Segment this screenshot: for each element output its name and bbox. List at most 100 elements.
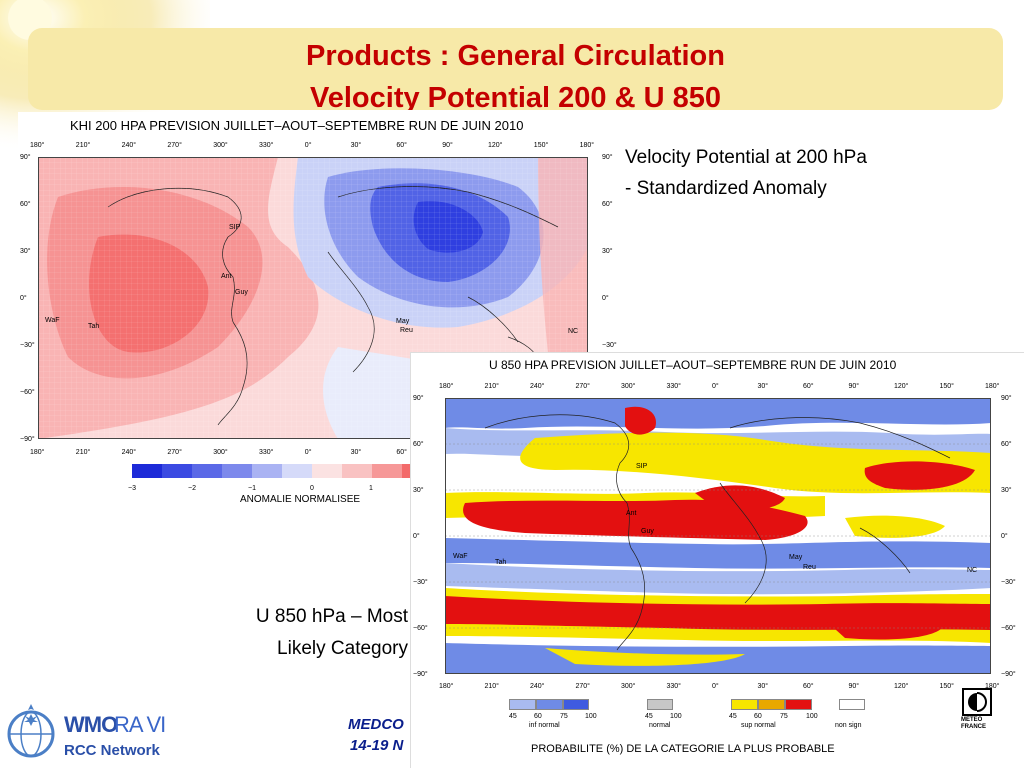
lon-tick-label: 270° xyxy=(167,449,182,456)
lat-tick-label: −30° xyxy=(20,342,35,349)
lat-tick-label: 0° xyxy=(413,533,420,540)
legend-tick: 60 xyxy=(534,713,542,720)
lon-tick-label: 180° xyxy=(439,383,454,390)
lon-tick-label: 270° xyxy=(167,142,182,149)
lon-tick-label: 180° xyxy=(985,383,1000,390)
lat-tick-label: −60° xyxy=(1001,625,1016,632)
station-label-reu: Reu xyxy=(803,564,816,571)
velocity-potential-panel: KHI 200 HPA PREVISION JUILLET–AOUT–SEPTE… xyxy=(18,112,618,507)
lat-tick-label: −30° xyxy=(602,342,617,349)
lon-tick-label: 240° xyxy=(121,449,137,456)
meteo-france-line2: FRANCE xyxy=(961,724,986,730)
meteo-france-logo: METEO FRANCE xyxy=(961,687,993,733)
map2-lon-ticks-top: 180° 210° 240° 270° 300° 330° 0° 30° 60° 90° 120° 1… xyxy=(411,383,1024,393)
vp-caption-line1: Velocity Potential at 200 hPa xyxy=(625,147,867,168)
legend-tick: 45 xyxy=(729,713,737,720)
lon-tick-label: 30° xyxy=(757,383,769,390)
station-label-nc: NC xyxy=(568,328,579,335)
legend-label-non-sign: non sign xyxy=(835,722,862,729)
lat-tick-label: 30° xyxy=(1001,487,1012,494)
colorbar-tick: −3 xyxy=(128,485,136,492)
wmo-globe-icon xyxy=(7,704,55,758)
lon-tick-label: 0° xyxy=(304,449,312,456)
map1-lon-ticks-top: 180° 210° 240° 270° 300° 330° 0° 30° 60° 90° 120° 1… xyxy=(18,142,618,152)
station-label-ant: Ant xyxy=(221,273,232,280)
lon-tick-label: 120° xyxy=(894,383,909,390)
colorbar-label: ANOMALIE NORMALISEE xyxy=(240,494,361,505)
lon-tick-label: 330° xyxy=(259,449,274,456)
legend-swatch xyxy=(563,699,589,710)
slide-title-line1: Products : General Circulation xyxy=(306,40,725,72)
legend-tick: 75 xyxy=(780,713,788,720)
lat-tick-label: 90° xyxy=(602,154,613,161)
map1-lat-ticks-left: 90° 60° 30° 0° −30° −60° −90° xyxy=(18,112,42,462)
station-label-guy: Guy xyxy=(641,528,654,535)
title-band xyxy=(28,28,1003,110)
lon-tick-label: 240° xyxy=(121,142,137,149)
colorbar-bin xyxy=(162,464,192,478)
lat-tick-label: 0° xyxy=(20,295,27,302)
lon-tick-label: 30° xyxy=(757,683,769,690)
lon-tick-label: 60° xyxy=(396,449,407,456)
lon-tick-label: 180° xyxy=(985,683,1000,690)
colorbar-bin xyxy=(372,464,402,478)
lon-tick-label: 30° xyxy=(350,142,362,149)
legend-label-inf-normal: inf normal xyxy=(529,722,560,729)
legend-footer: PROBABILITE (%) DE LA CATEGORIE LA PLUS … xyxy=(531,743,835,755)
event-date-partial: 14-19 N xyxy=(350,737,404,754)
lat-tick-label: 90° xyxy=(1001,395,1012,402)
lon-tick-label: 120° xyxy=(488,142,503,149)
lat-tick-label: 60° xyxy=(1001,441,1012,448)
station-label-may: May xyxy=(396,318,410,325)
meteo-france-line1: METEO xyxy=(961,717,983,723)
lat-tick-label: 90° xyxy=(413,395,424,402)
lat-tick-label: −30° xyxy=(1001,579,1016,586)
lat-tick-label: −30° xyxy=(413,579,428,586)
lat-tick-label: −90° xyxy=(20,436,35,443)
lon-tick-label: 0° xyxy=(712,383,719,390)
anomaly-colorbar xyxy=(132,464,432,478)
lat-tick-label: 0° xyxy=(1001,533,1008,540)
lon-tick-label: 330° xyxy=(666,683,681,690)
legend-sup-normal xyxy=(731,699,812,710)
legend-swatch xyxy=(758,699,785,710)
lat-tick-label: −60° xyxy=(20,389,35,396)
lon-tick-label: 0° xyxy=(712,683,719,690)
velocity-potential-map xyxy=(38,157,588,439)
lon-tick-label: 210° xyxy=(75,449,91,456)
station-label-nc: NC xyxy=(967,567,978,574)
lat-tick-label: 60° xyxy=(413,441,424,448)
lon-tick-label: 150° xyxy=(939,383,954,390)
lon-tick-label: 150° xyxy=(939,683,954,690)
lon-tick-label: 210° xyxy=(75,142,91,149)
colorbar-bin xyxy=(252,464,282,478)
lon-tick-label: 180° xyxy=(30,449,45,456)
map2-lon-ticks-bottom: 180° 210° 240° 270° 300° 330° 0° 30° 60° 90° 120° 1… xyxy=(411,683,1024,693)
legend-swatch xyxy=(509,699,536,710)
lon-tick-label: 210° xyxy=(484,683,499,690)
lon-tick-label: 120° xyxy=(894,683,909,690)
lon-tick-label: 180° xyxy=(30,142,45,149)
legend-tick: 100 xyxy=(585,713,597,720)
lat-tick-label: 0° xyxy=(602,295,609,302)
colorbar-bin xyxy=(222,464,252,478)
legend-swatch xyxy=(785,699,812,710)
vp-caption-line2: - Standardized Anomaly xyxy=(625,178,827,199)
u-caption-line2: Likely Category xyxy=(277,638,408,659)
event-name-partial: MEDCO xyxy=(348,716,404,733)
station-label-tah: Tah xyxy=(495,559,507,566)
station-label-waf: WaF xyxy=(45,317,60,324)
wmo-text: WMO xyxy=(64,712,118,737)
colorbar-tick: 1 xyxy=(369,485,373,492)
legend-label-sup-normal: sup normal xyxy=(741,722,776,729)
u850-panel: U 850 HPA PREVISION JUILLET–AOUT–SEPTEMB… xyxy=(410,352,1024,768)
legend-tick: 45 xyxy=(645,713,653,720)
lon-tick-label: 180° xyxy=(579,142,595,149)
wmo-logo: WMO RA VI RCC Network xyxy=(0,700,170,768)
lat-tick-label: −90° xyxy=(413,671,428,678)
legend-inf-normal xyxy=(509,699,589,710)
lat-tick-label: 30° xyxy=(413,487,424,494)
colorbar-bin xyxy=(132,464,162,478)
lon-tick-label: 330° xyxy=(666,383,681,390)
lat-tick-label: 30° xyxy=(20,248,31,255)
